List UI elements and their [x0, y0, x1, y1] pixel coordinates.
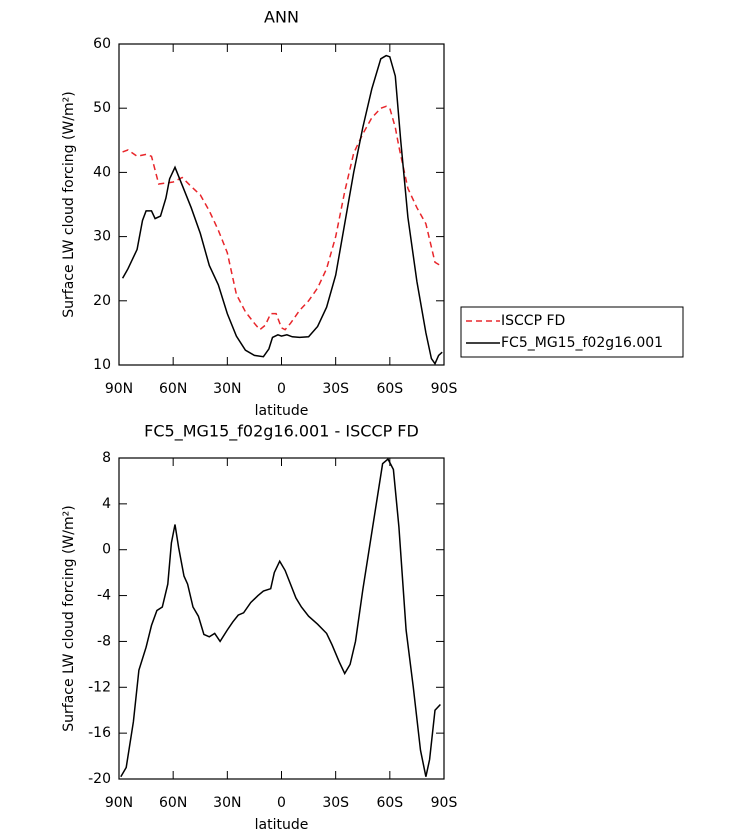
y-tick-label: 10 [93, 357, 111, 373]
y-tick-label: -16 [88, 725, 111, 741]
x-axis-label: latitude [255, 817, 309, 833]
x-axis-label: latitude [255, 403, 309, 419]
x-tick-label: 30S [322, 795, 349, 811]
y-tick-label: 8 [102, 450, 111, 466]
y-tick-label: 4 [102, 496, 111, 512]
y-axis-label: Surface LW cloud forcing (W/m²) [61, 505, 77, 731]
y-tick-label: -4 [97, 588, 111, 604]
y-tick-label: 20 [93, 293, 111, 309]
x-tick-label: 90N [105, 795, 133, 811]
data-line [121, 54, 443, 366]
chart-title: ANN [264, 8, 299, 27]
y-axis-label: Surface LW cloud forcing (W/m²) [61, 91, 77, 317]
legend-label: FC5_MG15_f02g16.001 [501, 335, 663, 351]
data-line [120, 457, 441, 778]
x-tick-label: 90S [431, 795, 458, 811]
x-tick-label: 0 [277, 795, 286, 811]
y-tick-label: 0 [102, 542, 111, 558]
x-tick-label: 30N [213, 795, 241, 811]
x-tick-label: 60N [159, 381, 187, 397]
legend-label: ISCCP FD [501, 313, 565, 329]
legend-box [460, 306, 684, 358]
y-tick-label: -8 [97, 633, 111, 649]
plot-frame [118, 457, 445, 780]
plot-frame [118, 43, 445, 366]
y-tick-label: 60 [93, 36, 111, 52]
x-tick-label: 30N [213, 381, 241, 397]
chart-title: FC5_MG15_f02g16.001 - ISCCP FD [144, 422, 419, 442]
y-tick-label: -20 [88, 771, 111, 787]
y-tick-label: 50 [93, 100, 111, 116]
x-tick-label: 30S [322, 381, 349, 397]
y-tick-label: 30 [93, 229, 111, 245]
y-tick-label: 40 [93, 164, 111, 180]
data-line [122, 105, 441, 331]
x-tick-label: 60S [376, 381, 403, 397]
x-tick-label: 60N [159, 795, 187, 811]
x-tick-label: 90N [105, 381, 133, 397]
x-tick-label: 90S [431, 381, 458, 397]
x-tick-label: 60S [376, 795, 403, 811]
y-tick-label: -12 [88, 679, 111, 695]
x-tick-label: 0 [277, 381, 286, 397]
